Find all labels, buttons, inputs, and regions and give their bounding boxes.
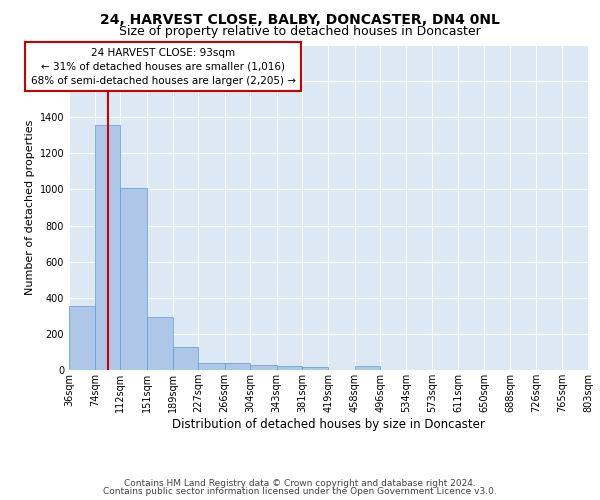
Bar [95,126,121,370]
Bar [198,363,224,370]
Bar [69,306,95,370]
Bar [302,368,328,370]
Text: Contains public sector information licensed under the Open Government Licence v3: Contains public sector information licen… [103,487,497,496]
Text: 24 HARVEST CLOSE: 93sqm
← 31% of detached houses are smaller (1,016)
68% of semi: 24 HARVEST CLOSE: 93sqm ← 31% of detache… [31,48,296,86]
Bar [355,366,380,370]
Bar [250,365,277,370]
Text: 24, HARVEST CLOSE, BALBY, DONCASTER, DN4 0NL: 24, HARVEST CLOSE, BALBY, DONCASTER, DN4… [100,12,500,26]
Y-axis label: Number of detached properties: Number of detached properties [25,120,35,295]
Bar [224,363,250,370]
Bar [277,366,302,370]
Bar [147,316,173,370]
Text: Contains HM Land Registry data © Crown copyright and database right 2024.: Contains HM Land Registry data © Crown c… [124,478,476,488]
Bar [173,346,198,370]
X-axis label: Distribution of detached houses by size in Doncaster: Distribution of detached houses by size … [172,418,485,431]
Bar [121,188,147,370]
Text: Size of property relative to detached houses in Doncaster: Size of property relative to detached ho… [119,25,481,38]
